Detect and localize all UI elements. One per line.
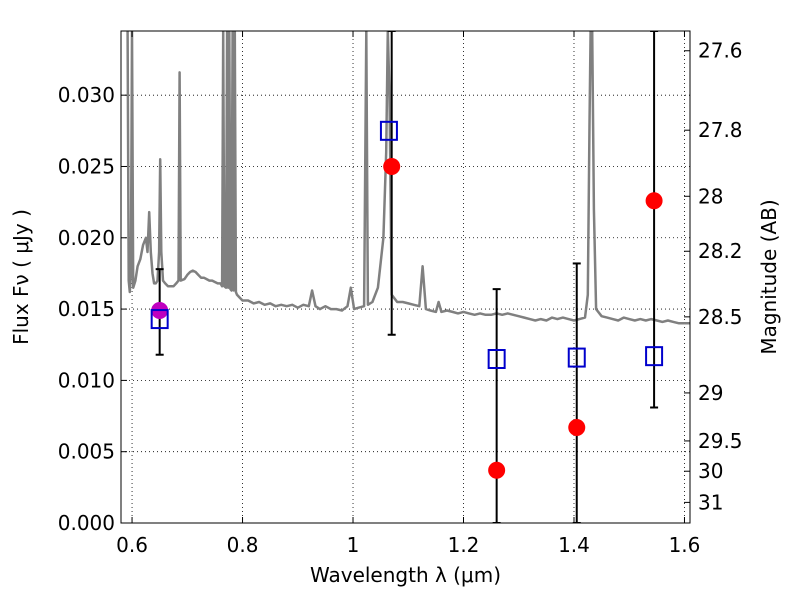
grid: [121, 31, 690, 524]
data-point-square: [150, 309, 169, 330]
y2-tick-label: 31: [698, 490, 723, 514]
y2-tick-label: 28.5: [698, 305, 743, 329]
y2-axis: 27.6 27.8 28 28.2 28.5 29 29.5 30 31: [684, 39, 743, 514]
data-point-square: [567, 347, 586, 368]
y2-tick-label: 28.2: [698, 239, 743, 263]
plot-area: [126, 31, 690, 523]
plot-frame: [120, 30, 691, 524]
data-point-circle: [645, 192, 663, 210]
data-point-square: [487, 349, 506, 369]
x-axis-title: Wavelength λ (μm): [310, 563, 501, 587]
data-point-circle: [383, 157, 401, 175]
y2-tick-label: 29: [698, 381, 723, 405]
x-tick-label: 1.4: [558, 533, 590, 557]
x-tick-label: 0.8: [227, 533, 259, 557]
y-tick-label: 0.010: [58, 368, 115, 392]
spectrum-line: [126, 31, 690, 325]
data-point-circle: [488, 461, 506, 479]
y2-tick-label: 29.5: [698, 429, 743, 453]
x-tick-label: 1.6: [669, 533, 701, 557]
y-tick-label: 0.000: [58, 511, 115, 535]
y2-tick-label: 30: [698, 459, 723, 483]
y2-tick-label: 28: [698, 184, 723, 208]
y-tick-label: 0.015: [58, 297, 115, 321]
x-axis: 0.6 0.8 1 1.2 1.4 1.6: [116, 31, 700, 557]
x-tick-label: 0.6: [116, 533, 148, 557]
y-tick-label: 0.025: [58, 154, 115, 178]
y-tick-label: 0.020: [58, 226, 115, 250]
y2-axis-title: Magnitude (AB): [757, 199, 781, 354]
data-point-square: [645, 346, 664, 367]
y-tick-label: 0.005: [58, 440, 115, 464]
data-point-circle: [568, 418, 586, 436]
y-axis: 0.000 0.005 0.010 0.015 0.020 0.025 0.030: [58, 83, 127, 535]
x-tick-label: 1: [347, 533, 360, 557]
data-point-square: [379, 120, 398, 141]
y-tick-label: 0.030: [58, 83, 115, 107]
y2-tick-label: 27.6: [698, 39, 743, 63]
y2-tick-label: 27.8: [698, 118, 743, 142]
y-axis-title: Flux Fν ( μJy ): [9, 209, 33, 345]
x-tick-label: 1.2: [448, 533, 480, 557]
